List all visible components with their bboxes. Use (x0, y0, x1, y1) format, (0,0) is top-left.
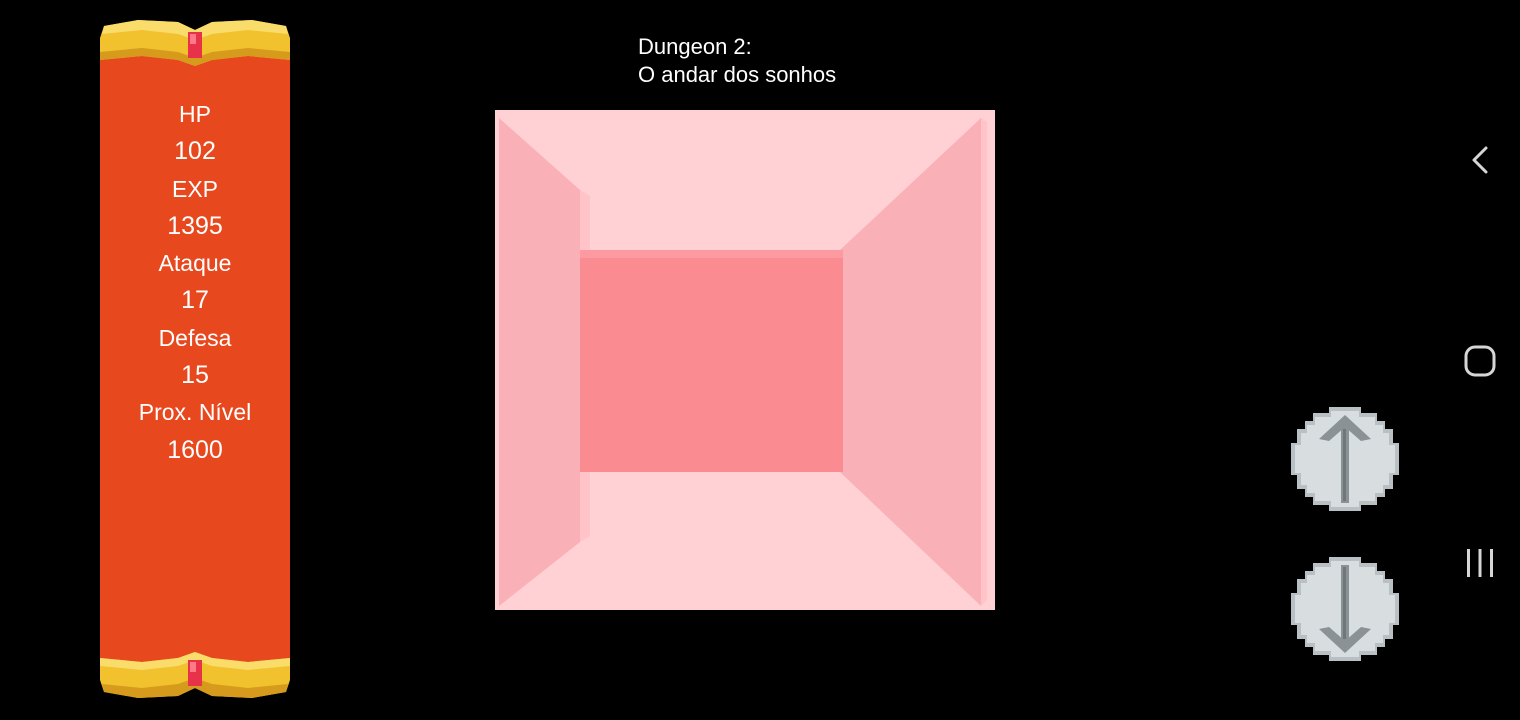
corridor-end-wall (580, 250, 843, 472)
system-home-button[interactable] (1460, 341, 1500, 381)
scroll-top-rod (100, 20, 290, 66)
defense-value: 15 (181, 361, 209, 390)
corridor-left-wall (499, 118, 580, 606)
dungeon-title-line2: O andar dos sonhos (638, 62, 837, 87)
stats-list: HP 102 EXP 1395 Ataque 17 Defesa 15 Prox… (100, 96, 290, 469)
stats-scroll-panel: HP 102 EXP 1395 Ataque 17 Defesa 15 Prox… (98, 16, 292, 704)
dungeon-corridor-view (495, 110, 995, 610)
arrow-down-icon (1291, 557, 1399, 661)
dungeon-title: Dungeon 2: O andar dos sonhos (638, 33, 836, 89)
exp-value: 1395 (167, 211, 223, 240)
hp-value: 102 (174, 137, 216, 166)
defense-label: Defesa (158, 324, 232, 351)
exp-label: EXP (171, 175, 219, 202)
system-recents-button[interactable] (1460, 543, 1500, 583)
attack-label: Ataque (158, 250, 232, 277)
corridor-right-wall (840, 118, 981, 606)
chevron-left-icon (1472, 146, 1488, 174)
rounded-square-icon (1464, 345, 1496, 377)
three-bars-icon (1467, 549, 1493, 577)
arrow-up-icon (1291, 407, 1399, 511)
attack-value: 17 (181, 286, 209, 315)
scroll-bottom-rod (100, 652, 290, 698)
next-level-value: 1600 (167, 435, 223, 464)
move-back-button[interactable] (1289, 553, 1401, 665)
dungeon-title-line1: Dungeon 2: (638, 34, 752, 59)
system-back-button[interactable] (1460, 140, 1500, 180)
hp-label: HP (179, 101, 211, 127)
next-level-label: Prox. Nível (138, 399, 252, 426)
move-forward-button[interactable] (1289, 403, 1401, 515)
scroll-parchment (100, 56, 290, 676)
